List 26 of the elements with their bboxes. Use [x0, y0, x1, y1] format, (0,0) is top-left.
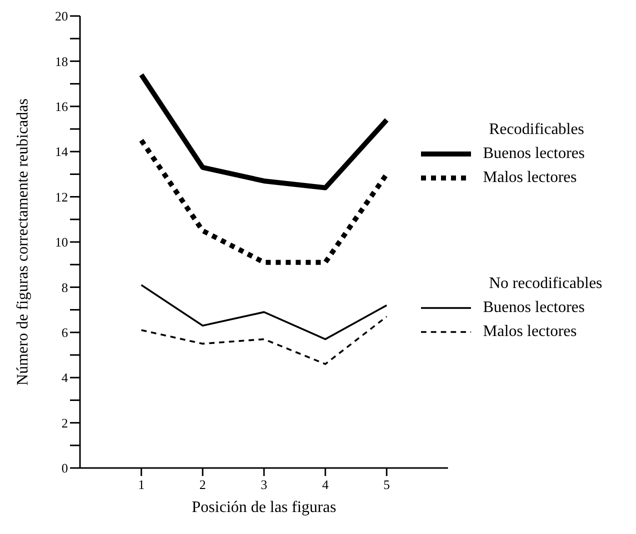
y-tick-label: 4 [62, 370, 68, 386]
y-axis-title: Número de figuras correctamente reubicadas [14, 98, 32, 386]
text: Recodificables [488, 120, 586, 140]
y-tick-label: 0 [62, 460, 68, 476]
y-tick-label: 12 [55, 189, 68, 204]
y-tick-label: 16 [55, 99, 68, 114]
legend-label: Buenos lectores [483, 144, 585, 164]
legend-label: Buenos lectores [483, 298, 585, 318]
y-tick-label: 20 [55, 8, 68, 24]
legend-label: Malos lectores [483, 168, 577, 188]
text: No recodificables [488, 274, 604, 294]
y-tick-label: 18 [55, 54, 68, 69]
y-tick-label: 8 [62, 280, 68, 295]
x-tick-label: 4 [322, 477, 330, 492]
y-tick-label: 6 [62, 325, 68, 340]
x-tick-label: 5 [383, 477, 390, 492]
x-tick-label: 2 [199, 477, 206, 492]
y-tick-label: 2 [62, 415, 68, 430]
line-series [140, 316, 388, 365]
y-tick-label: 10 [55, 234, 68, 250]
legend-label: Malos lectores [483, 322, 577, 342]
x-axis-title: Posición de las figuras [192, 499, 336, 516]
x-tick-label: 3 [260, 477, 268, 492]
x-tick-label: 1 [138, 477, 145, 492]
y-tick-label: 14 [55, 144, 68, 160]
line-series [140, 284, 388, 340]
